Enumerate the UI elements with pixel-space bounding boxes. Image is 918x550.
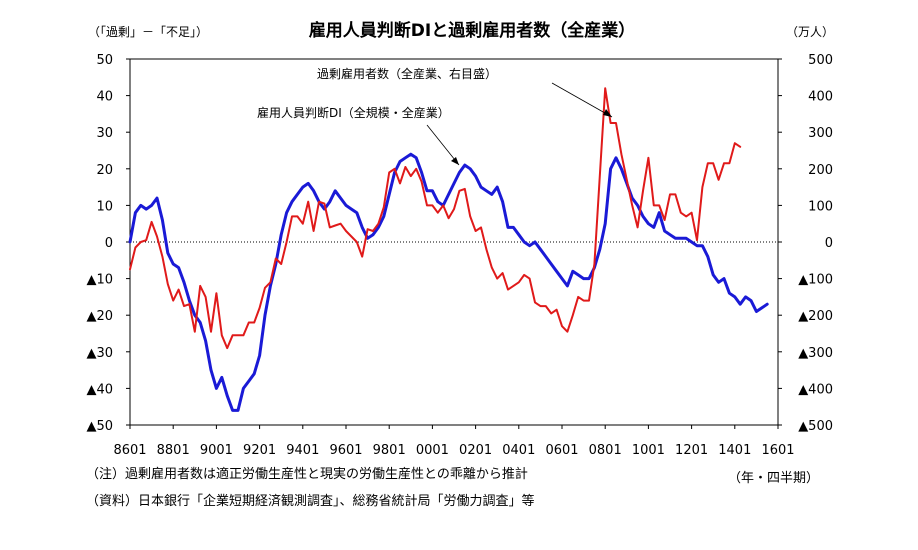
x-tick-label: 0801 — [589, 443, 622, 458]
annotation-excess-arrowhead — [603, 109, 612, 117]
annotation-di-arrowhead — [451, 157, 459, 165]
x-tick-label: 0001 — [416, 443, 449, 458]
series-line-excess — [129, 87, 742, 350]
right-tick-label: ▲100 — [798, 273, 833, 288]
x-tick-label: 1001 — [632, 443, 665, 458]
x-tick-label: 1401 — [718, 443, 751, 458]
right-tick-label: 0 — [825, 236, 833, 251]
x-axis-unit: （年・四半期） — [728, 471, 820, 486]
right-axis: 500 400 300 200 100 0 ▲100 ▲200 ▲300 ▲400 ▲500 — [778, 53, 833, 434]
x-tick-label: 0201 — [459, 443, 492, 458]
right-tick-label: ▲500 — [798, 419, 833, 434]
right-tick-label: ▲200 — [798, 309, 833, 324]
right-tick-label: 100 — [808, 199, 833, 214]
series-group — [128, 87, 769, 412]
left-tick-label: ▲50 — [86, 419, 113, 434]
annotation-excess: 過剰雇用者数（全産業、右目盛） — [317, 66, 613, 118]
left-axis-unit: （「過剰」－「不足」） — [88, 25, 208, 39]
x-axis: 8601 8801 9001 9201 9401 9601 9801 0001 0201 0401… — [113, 425, 795, 458]
left-tick-label: ▲20 — [86, 309, 113, 324]
right-tick-label: 200 — [808, 163, 833, 178]
x-tick-label: 1601 — [761, 443, 794, 458]
x-tick-label: 8801 — [157, 443, 190, 458]
annotation-di-arrow — [426, 124, 460, 166]
series-line-di — [128, 152, 769, 412]
annotation-di-label: 雇用人員判断DI（全規模・全産業） — [257, 105, 450, 120]
right-tick-label: 400 — [808, 90, 833, 105]
right-axis-unit: （万人） — [786, 25, 834, 39]
left-tick-label: ▲40 — [86, 382, 113, 397]
x-tick-label: 9201 — [243, 443, 276, 458]
x-tick-label: 9601 — [329, 443, 362, 458]
x-tick-label: 8601 — [113, 443, 146, 458]
left-tick-label: 40 — [96, 90, 113, 105]
x-tick-label: 0601 — [545, 443, 578, 458]
left-tick-label: 20 — [96, 163, 113, 178]
right-tick-label: 300 — [808, 126, 833, 141]
right-tick-label: 500 — [808, 53, 833, 68]
x-tick-label: 0401 — [502, 443, 535, 458]
annotation-di: 雇用人員判断DI（全規模・全産業） — [257, 105, 460, 166]
left-tick-label: ▲30 — [86, 346, 113, 361]
left-tick-label: ▲10 — [86, 273, 113, 288]
left-axis: 50 40 30 20 10 0 ▲10 ▲20 ▲30 ▲40 ▲50 — [86, 53, 130, 434]
x-tick-label: 9001 — [200, 443, 233, 458]
x-tick-label: 9801 — [373, 443, 406, 458]
left-tick-label: 0 — [105, 236, 113, 251]
annotation-excess-label: 過剰雇用者数（全産業、右目盛） — [317, 66, 497, 81]
left-tick-label: 50 — [96, 53, 113, 68]
right-tick-label: ▲300 — [798, 346, 833, 361]
right-tick-label: ▲400 — [798, 382, 833, 397]
note-line-1: （注）過剰雇用者数は適正労働生産性と現実の労働生産性との乖離から推計 — [86, 467, 528, 482]
x-tick-label: 1201 — [675, 443, 708, 458]
left-tick-label: 10 — [96, 199, 113, 214]
annotation-excess-arrow — [551, 82, 613, 118]
chart-title: 雇用人員判断DIと過剰雇用者数（全産業） — [309, 20, 635, 41]
left-tick-label: 30 — [96, 126, 113, 141]
note-line-2: （資料）日本銀行「企業短期経済観測調査」、総務省統計局「労働力調査」等 — [86, 494, 535, 509]
x-tick-label: 9401 — [286, 443, 319, 458]
